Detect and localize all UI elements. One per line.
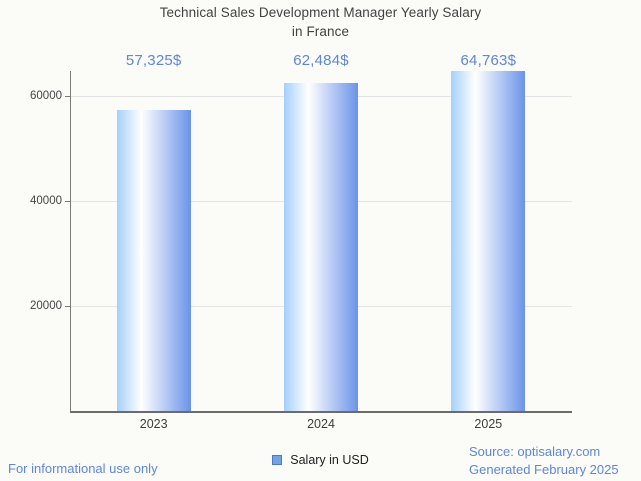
bar-2023[interactable] — [116, 110, 191, 411]
bar-value-label: 57,325$ — [125, 52, 182, 69]
generated-date: Generated February 2025 — [469, 462, 619, 477]
source-block: Source: optisalary.com Generated Februar… — [469, 443, 619, 479]
y-tick-label: 40000 — [30, 195, 62, 207]
bar-2025[interactable] — [451, 70, 526, 411]
legend-swatch-icon — [272, 455, 283, 465]
chart-title-line1: Technical Sales Development Manager Year… — [159, 5, 482, 20]
disclaimer-text: For informational use only — [8, 461, 158, 476]
y-tick-label: 20000 — [30, 300, 62, 312]
x-tick-label-2023: 2023 — [139, 417, 168, 431]
x-tick-label-2025: 2025 — [474, 417, 503, 431]
chart-title: Technical Sales Development Manager Year… — [0, 4, 641, 41]
bar-value-label: 62,484$ — [293, 52, 349, 69]
y-tick-mark-60000 — [65, 95, 70, 97]
x-axis-line — [70, 411, 572, 413]
bar-value-label: 64,763$ — [460, 52, 517, 69]
bar-2024[interactable] — [284, 82, 358, 411]
chart-title-line2: in France — [291, 23, 350, 39]
x-tick-label-2024: 2024 — [307, 417, 335, 431]
y-tick-label: 60000 — [30, 90, 62, 102]
y-axis-line — [70, 71, 71, 412]
y-tick-mark-20000 — [65, 305, 70, 307]
legend-label: Salary in USD — [290, 453, 369, 467]
source-link[interactable]: Source: optisalary.com — [469, 444, 601, 459]
y-tick-mark-40000 — [65, 200, 70, 202]
legend[interactable]: Salary in USD — [0, 453, 641, 467]
